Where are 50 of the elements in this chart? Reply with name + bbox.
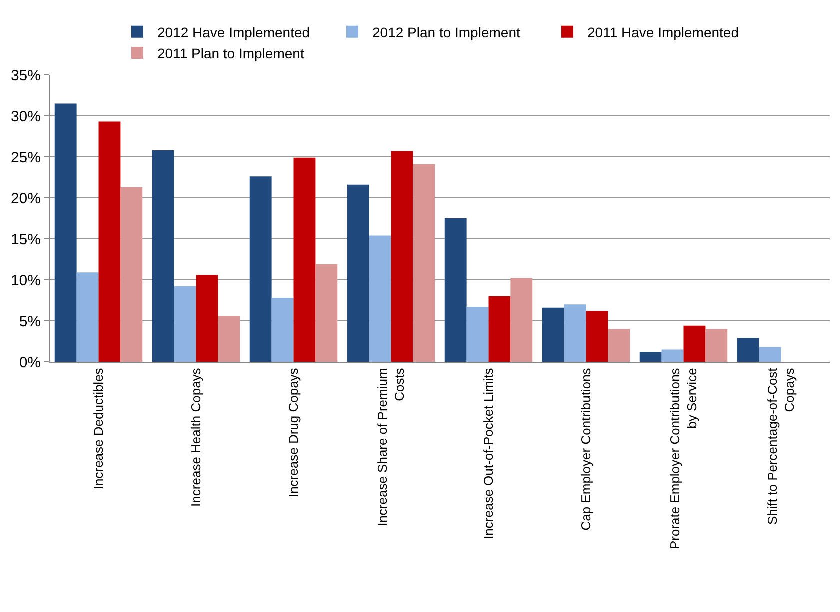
bar	[316, 264, 338, 362]
bar	[759, 347, 782, 362]
x-tick-label: Increase Drug Copays	[286, 368, 301, 498]
x-tick-label: Prorate Employer Contributions by Service	[668, 368, 700, 550]
bar	[684, 326, 706, 362]
bar	[218, 316, 240, 362]
y-tick-label: 10%	[10, 272, 41, 290]
bar	[564, 304, 586, 362]
bar	[391, 151, 414, 362]
x-tick-label: Increase Out-of-Pocket Limits	[480, 368, 496, 540]
bar	[488, 296, 511, 362]
bar	[272, 298, 294, 362]
bar	[608, 329, 630, 362]
bar	[542, 308, 564, 362]
bar	[196, 275, 218, 362]
bar	[98, 122, 121, 362]
bar	[662, 350, 684, 362]
legend-label: 2012 Have Implemented	[158, 24, 310, 40]
bar	[369, 236, 392, 362]
bar	[294, 158, 316, 362]
bar	[706, 329, 728, 362]
y-tick-label: 20%	[10, 190, 41, 208]
bar	[737, 338, 760, 362]
x-tick-label: Increase Deductibles	[90, 368, 106, 490]
legend-label: 2011 Plan to Implement	[158, 46, 304, 62]
bar	[466, 307, 489, 362]
bar	[174, 286, 196, 362]
bar	[640, 352, 662, 362]
bar	[586, 311, 608, 362]
y-tick-label: 15%	[10, 231, 41, 248]
legend-label: 2012 Plan to Implement	[372, 24, 520, 40]
bar	[413, 164, 436, 362]
bar	[76, 272, 99, 362]
y-tick-label: 5%	[19, 313, 41, 330]
bar	[250, 176, 272, 362]
y-tick-label: 25%	[10, 149, 41, 166]
bar	[444, 218, 467, 362]
x-tick-label: Increase Health Copays	[188, 368, 204, 507]
legend-label: 2011 Have Implemented	[588, 24, 739, 40]
y-tick-label: 30%	[10, 108, 41, 126]
bar	[120, 187, 143, 362]
x-tick-label: Cap Employer Contributions	[578, 368, 594, 531]
bar	[510, 278, 533, 362]
bar	[347, 184, 370, 362]
bar	[152, 150, 174, 362]
x-tick-label: Increase Share of Premium Costs	[375, 368, 407, 526]
y-tick-label: 0%	[19, 354, 41, 372]
bar	[54, 104, 77, 362]
y-tick-label: 35%	[10, 67, 41, 84]
x-tick-label: Shift to Percentage-of-Cost Copays	[765, 368, 797, 526]
